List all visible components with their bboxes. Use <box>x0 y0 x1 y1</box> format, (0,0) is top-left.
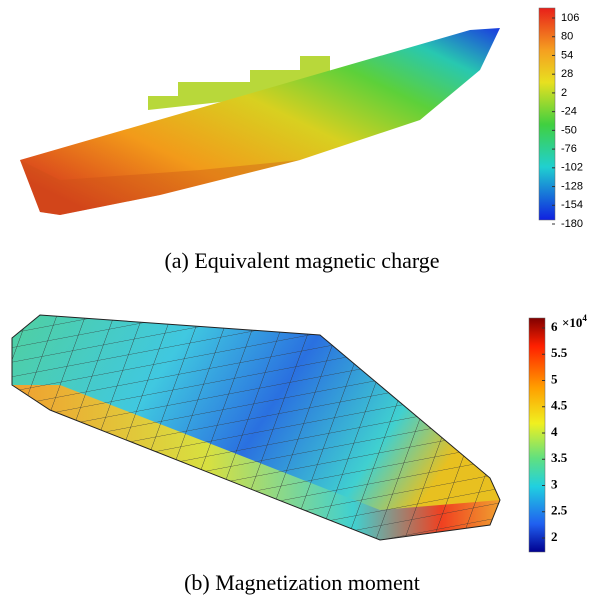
colorbar-tick-label: 2 <box>551 529 558 544</box>
colorbar-tick-label: 106 <box>561 12 579 24</box>
colorbar-tick-label: 28 <box>561 68 573 80</box>
colorbar-b <box>529 318 545 552</box>
colorbar-a <box>539 8 555 220</box>
colorbar-tick-label: -76 <box>561 143 577 155</box>
colorbar-tick-label: -154 <box>561 199 583 211</box>
colorbar-tick-label: 3 <box>551 476 558 491</box>
colorbar-tick-label: 54 <box>561 49 573 61</box>
caption: (b) Magnetization moment <box>184 570 420 595</box>
colorbar-multiplier: ×104 <box>562 313 587 330</box>
colorbar-tick-label: 2.5 <box>551 503 568 518</box>
colorbar-tick-label: -128 <box>561 180 583 192</box>
colorbar-tick-label: 4 <box>551 424 558 439</box>
caption: (a) Equivalent magnetic charge <box>164 248 439 273</box>
ship-model-a <box>20 28 500 215</box>
colorbar-tick-label: -50 <box>561 124 577 136</box>
colorbar-tick-label: 5.5 <box>551 345 568 360</box>
colorbar-tick-label: 5 <box>551 371 558 386</box>
colorbar-tick-label: 6 <box>551 319 558 334</box>
colorbar-tick-label: -102 <box>561 162 583 174</box>
colorbar-tick-label: -24 <box>561 106 577 118</box>
colorbar-tick-label: 80 <box>561 31 573 43</box>
colorbar-tick-label: 4.5 <box>551 398 568 413</box>
colorbar-tick-label: -180 <box>561 218 583 230</box>
figure: 1068054282-24-50-76-102-128-154-180 (a) … <box>0 0 604 606</box>
colorbar-tick-label: 2 <box>561 87 567 99</box>
colorbar-tick-label: 3.5 <box>551 450 568 465</box>
ship-model-b <box>12 315 500 540</box>
